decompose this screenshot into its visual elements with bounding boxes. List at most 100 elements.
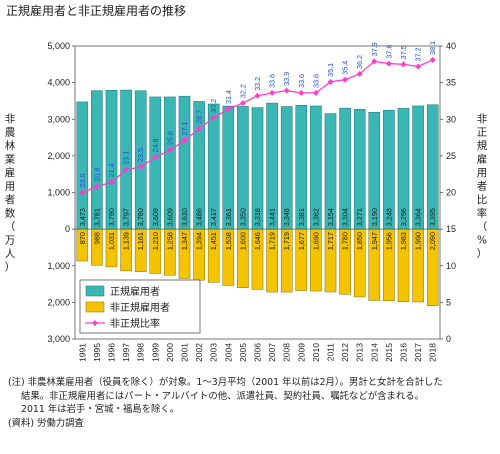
y-tick-label-right: 30 <box>446 114 456 124</box>
bars-layer <box>76 89 439 306</box>
ratio-marker <box>108 179 115 186</box>
nonregular-data-label: 1,947 <box>370 232 379 250</box>
nonregular-data-label: 1,538 <box>224 232 233 250</box>
ratio-marker <box>166 147 173 154</box>
nonregular-data-label: 1,451 <box>209 232 218 250</box>
ratio-data-label: 23.1 <box>122 151 131 165</box>
ratio-marker <box>152 154 159 161</box>
ratio-data-label: 36.2 <box>355 55 364 69</box>
ratio-data-label: 20.0 <box>78 174 87 188</box>
ratio-marker <box>210 114 217 121</box>
ratio-data-label: 31.4 <box>224 90 233 104</box>
ratio-data-label: 32.2 <box>238 84 247 98</box>
y-tick-label-left: 5,000 <box>47 41 70 51</box>
regular-data-label: 3,441 <box>268 208 277 226</box>
x-tick-label: 1996 <box>107 343 117 362</box>
ratio-data-label: 24.8 <box>151 138 160 152</box>
axes-layer: 5,000 4,000 3,000 2,000 1,000 0 1,000 2,000 3,00… <box>5 41 488 362</box>
nonregular-data-label: 2,090 <box>428 232 437 250</box>
ratio-data-label: 20.8 <box>92 168 101 182</box>
x-tick-label: 2007 <box>267 343 277 362</box>
y-tick-label-left: 2,000 <box>47 151 70 161</box>
regular-data-label: 3,296 <box>399 208 408 226</box>
regular-data-label: 3,381 <box>297 208 306 226</box>
ratio-data-label: 37.9 <box>370 42 379 56</box>
ratio-data-label: 25.8 <box>165 131 174 145</box>
regular-data-label: 3,362 <box>311 208 320 226</box>
y-tick-label-left: 3,000 <box>47 334 70 344</box>
regular-data-label: 3,271 <box>355 208 364 226</box>
footnote-line: (注) 非農林業雇用者（役員を除く）が対象。1～3月平均（2001 年以前は2月… <box>8 377 443 388</box>
ratio-data-label: 30.2 <box>209 99 218 113</box>
nonregular-data-label: 1,258 <box>165 232 174 250</box>
ratio-data-label: 33.2 <box>253 77 262 91</box>
regular-data-label: 3,473 <box>78 208 87 226</box>
ratio-marker <box>283 87 290 94</box>
regular-data-label: 3,486 <box>195 208 204 226</box>
ratio-marker <box>181 137 188 144</box>
regular-data-label: 3,790 <box>107 208 116 226</box>
nonregular-data-label: 1,347 <box>180 232 189 250</box>
ratio-data-label: 35.4 <box>341 61 350 75</box>
nonregular-data-label: 1,210 <box>151 232 160 250</box>
ratio-data-label: 35.1 <box>326 63 335 77</box>
ratio-marker <box>429 56 436 63</box>
ratio-marker <box>196 125 203 132</box>
ratio-marker <box>137 163 144 170</box>
regular-data-label: 3,350 <box>238 208 247 226</box>
ratio-marker <box>239 100 246 107</box>
x-tick-label: 1998 <box>136 343 146 362</box>
nonregular-data-label: 1,719 <box>282 232 291 250</box>
legend-label-nonregular: 非正規雇用者 <box>110 301 170 314</box>
x-tick-label: 2012 <box>340 343 350 362</box>
y-tick-label-left: 3,000 <box>47 114 70 124</box>
regular-data-label: 3,154 <box>326 208 335 226</box>
legend-label-regular: 正規雇用者 <box>110 285 160 298</box>
y-tick-label-left: 4,000 <box>47 78 70 88</box>
x-tick-label: 2017 <box>413 343 423 362</box>
x-tick-label: 2009 <box>296 343 306 362</box>
y-tick-label-right: 15 <box>446 224 456 234</box>
ratio-data-label: 33.6 <box>268 74 277 88</box>
regular-data-label: 3,781 <box>92 208 101 226</box>
footnote-line: 2011 年は岩手・宮城・福島を除く。 <box>21 404 180 415</box>
y-tick-label-right: 5 <box>446 297 451 307</box>
ratio-marker <box>225 105 232 112</box>
x-tick-label: 2014 <box>369 343 379 362</box>
nonregular-data-label: 1,031 <box>107 232 116 250</box>
regular-data-label: 3,609 <box>151 208 160 226</box>
nonregular-data-label: 1,690 <box>311 232 320 250</box>
chart-title: 正規雇用者と非正規雇用者の推移 <box>6 4 187 18</box>
x-tick-label: 2013 <box>355 343 365 362</box>
nonregular-data-label: 1,956 <box>384 232 393 250</box>
y-tick-label-left: 2,000 <box>47 297 70 307</box>
y-axis-title-left: 非農林業雇用者数（万人） <box>5 113 16 274</box>
regular-data-label: 3,780 <box>136 208 145 226</box>
x-tick-label: 2004 <box>223 343 233 362</box>
regular-data-label: 3,190 <box>370 208 379 226</box>
x-tick-label: 2018 <box>428 343 438 362</box>
ratio-marker <box>415 63 422 70</box>
ratio-marker <box>254 92 261 99</box>
regular-data-label: 3,364 <box>414 208 423 226</box>
y-tick-label-right: 40 <box>446 41 456 51</box>
x-tick-label: 2003 <box>209 343 219 362</box>
ratio-marker <box>269 89 276 96</box>
y-tick-label-left: 1,000 <box>47 261 70 271</box>
regular-data-label: 3,304 <box>341 208 350 226</box>
y-tick-label-left: 1,000 <box>47 188 70 198</box>
regular-data-label: 3,630 <box>180 208 189 226</box>
nonregular-data-label: 1,717 <box>326 232 335 250</box>
nonregular-data-label: 1,139 <box>122 232 131 250</box>
legend-marker-ratio <box>92 320 98 326</box>
ratio-data-label: 38.1 <box>428 41 437 55</box>
regular-data-label: 3,248 <box>384 208 393 226</box>
nonregular-data-label: 1,850 <box>355 232 364 250</box>
y-axis-title-right: 非正規雇用者比率（%） <box>477 113 488 260</box>
x-tick-label: 1999 <box>150 343 160 362</box>
y-tick-label-right: 10 <box>446 261 456 271</box>
ratio-marker <box>123 166 130 173</box>
ratio-data-label: 37.2 <box>414 48 423 62</box>
regular-data-label: 3,417 <box>209 208 218 226</box>
